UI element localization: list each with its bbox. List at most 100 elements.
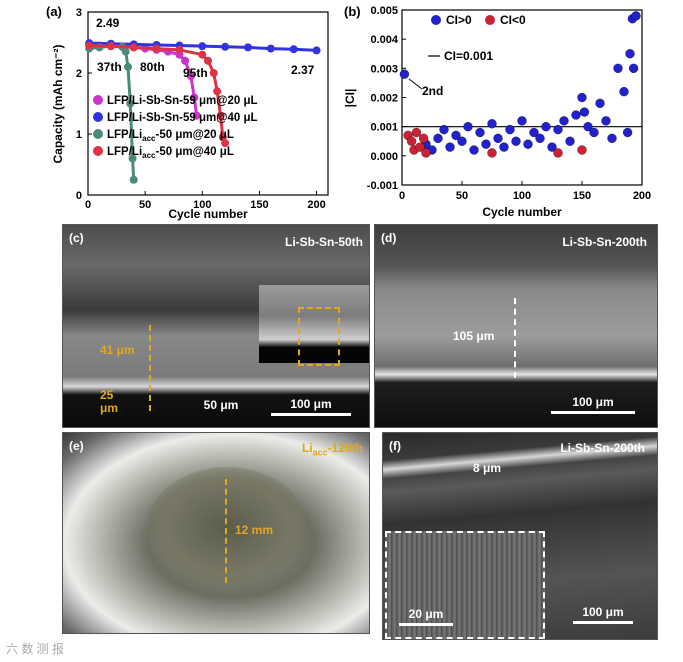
scale-100um-d-text: 100 μm bbox=[572, 395, 614, 409]
b-point-CI>0 bbox=[589, 127, 599, 138]
a-ytick-label: 2 bbox=[76, 68, 82, 80]
measure-105um: 105 μm bbox=[453, 329, 495, 343]
b-xtick-label: 200 bbox=[633, 190, 651, 202]
a-point-s3 bbox=[175, 45, 184, 54]
b-point-CI>0 bbox=[631, 11, 641, 21]
b-point-CI>0 bbox=[622, 127, 633, 138]
a-point-s3 bbox=[129, 43, 138, 52]
b-point-CI>0 bbox=[439, 124, 449, 135]
a-point-s2 bbox=[126, 99, 135, 108]
measure-41um: 41 μm bbox=[100, 343, 135, 357]
panel-e-tag: Liacc-120th bbox=[302, 441, 363, 457]
a-point-s3 bbox=[152, 44, 161, 53]
legend-pos-marker bbox=[431, 15, 441, 25]
diameter-arrow bbox=[225, 479, 227, 583]
a-point-s2 bbox=[128, 154, 137, 163]
a-point-s2 bbox=[121, 47, 130, 56]
b-ytick-label: 0.001 bbox=[370, 122, 398, 134]
thickness-arrow-d bbox=[514, 298, 516, 378]
b-xtick-label: 100 bbox=[513, 190, 531, 202]
b-point-CI>0 bbox=[547, 142, 557, 152]
b-point-CI>0 bbox=[571, 110, 581, 120]
scale-20um-text: 20 μm bbox=[408, 607, 444, 621]
panel-b-chart: (b) 0 50 100 150 200 -0.001 0.000 0.001 0.002 0.0… bbox=[343, 4, 651, 219]
b-ytick-label: 0.002 bbox=[370, 93, 398, 105]
panel-c-label: (c) bbox=[69, 231, 84, 245]
legend-pos: CI>0 bbox=[446, 13, 472, 27]
legend-line: CI=0.001 bbox=[444, 49, 493, 63]
panel-f-tag: Li-Sb-Sn-200th bbox=[560, 441, 645, 455]
measure-25-unit: μm bbox=[100, 401, 119, 415]
measure-8um: 8 μm bbox=[473, 461, 502, 475]
b-point-CI>0 bbox=[523, 139, 533, 149]
b-ytick-label: 0.000 bbox=[370, 151, 398, 163]
a-ytick-label: 1 bbox=[76, 129, 82, 141]
a-point-s1 bbox=[312, 46, 321, 55]
b-point-CI<0 bbox=[487, 148, 497, 158]
panel-e-tag-post: -120th bbox=[327, 441, 363, 455]
a-legend-entry-2: LFP/Liacc-50 μm@20 μL bbox=[107, 129, 234, 143]
panel-a-legend: LFP/Li-Sb-Sn-59 μm@20 μL LFP/Li-Sb-Sn-59 … bbox=[93, 95, 258, 160]
a-legend-marker-3 bbox=[93, 146, 103, 156]
a-xtick-label: 0 bbox=[85, 199, 91, 211]
panel-a-xlabel: Cycle number bbox=[168, 207, 248, 221]
a-point-s0 bbox=[181, 56, 190, 65]
measure-25: 25 bbox=[100, 388, 114, 402]
b-point-CI>0 bbox=[463, 122, 473, 132]
panel-e-photo: (e) Liacc-120th 12 mm bbox=[62, 432, 370, 634]
b-point-CI>0 bbox=[601, 116, 611, 126]
a-point-s0 bbox=[190, 93, 199, 102]
b-point-CI>0 bbox=[487, 119, 497, 129]
b-point-CI>0 bbox=[469, 145, 479, 155]
panel-e-tag-sub: acc bbox=[312, 447, 328, 458]
b-point-CI>0 bbox=[399, 69, 410, 79]
a-point-s1 bbox=[266, 44, 275, 53]
panel-d-label: (d) bbox=[381, 231, 397, 245]
b-ytick-label: 0.005 bbox=[370, 5, 398, 17]
b-point-CI>0 bbox=[493, 133, 503, 143]
b-point-CI<0 bbox=[577, 145, 587, 155]
scale-50um-text: 50 μm bbox=[203, 398, 239, 412]
a-point-s3 bbox=[218, 133, 227, 142]
scale-bar-100um-d: 100 μm bbox=[551, 395, 635, 414]
b-xtick-label: 0 bbox=[399, 190, 405, 202]
b-point-CI>0 bbox=[541, 122, 551, 132]
a-legend-entry-1: LFP/Li-Sb-Sn-59 μm@40 μL bbox=[107, 112, 258, 124]
ann-2-49: 2.49 bbox=[96, 16, 120, 30]
a-point-s1 bbox=[244, 43, 252, 52]
ann-80th: 80th bbox=[140, 60, 165, 74]
b-point-CI>0 bbox=[583, 122, 593, 132]
a-ytick-label: 3 bbox=[76, 7, 82, 19]
a-point-s2 bbox=[129, 175, 138, 184]
panel-b-label: (b) bbox=[344, 4, 361, 19]
b-point-CI<0 bbox=[415, 142, 425, 152]
b-point-CI>0 bbox=[619, 87, 629, 97]
panel-c-tag: Li-Sb-Sn-50th bbox=[285, 235, 363, 249]
b-ytick-label: -0.001 bbox=[367, 180, 398, 192]
panel-f-label: (f) bbox=[389, 439, 401, 453]
b-point-CI>0 bbox=[499, 142, 509, 152]
b-point-CI>0 bbox=[559, 116, 569, 126]
scale-bar-100um-f: 100 μm bbox=[573, 605, 633, 624]
b-point-CI>0 bbox=[613, 63, 623, 73]
scale-bar-100um-c: 100 μm bbox=[271, 397, 351, 416]
b-point-CI>0 bbox=[475, 127, 485, 138]
b-point-CI>0 bbox=[511, 136, 521, 146]
b-point-CI>0 bbox=[451, 130, 461, 141]
panel-f-inset bbox=[385, 531, 545, 639]
b-point-CI>0 bbox=[529, 127, 539, 138]
a-point-s2 bbox=[124, 62, 132, 71]
a-legend-marker-0 bbox=[93, 95, 103, 105]
panel-f-sem: (f) Li-Sb-Sn-200th 8 μm 20 μm 100 μm bbox=[382, 432, 658, 640]
a-xtick-label: 150 bbox=[250, 199, 268, 211]
scale-100um-f-text: 100 μm bbox=[582, 605, 624, 619]
b-point-CI>0 bbox=[433, 133, 443, 143]
b-ytick-label: 0.003 bbox=[370, 63, 398, 75]
scale-100um-c-text: 100 μm bbox=[290, 397, 332, 411]
a-point-s1 bbox=[289, 45, 298, 54]
b-xtick-label: 150 bbox=[573, 190, 591, 202]
legend-neg-marker bbox=[485, 15, 495, 25]
a-xtick-label: 200 bbox=[307, 199, 325, 211]
a-legend-entry-3: LFP/Liacc-50 μm@40 μL bbox=[107, 146, 234, 160]
scale-bar-50um: 50 μm bbox=[191, 398, 251, 412]
